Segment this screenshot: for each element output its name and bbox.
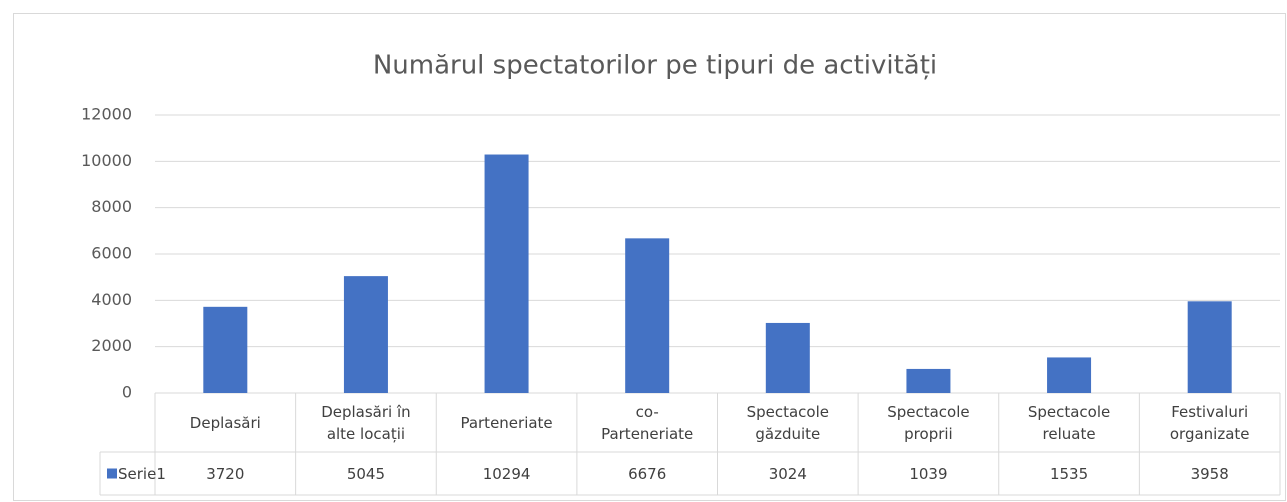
category-label: co-Parteneriate [601,402,694,443]
y-tick-label: 6000 [91,244,132,263]
category-label: Deplasări [189,413,261,432]
bar [203,306,248,393]
category-label: Deplasări în alte locații [321,402,411,443]
data-table-value: 1039 [909,464,948,483]
y-tick-label: 8000 [91,197,132,216]
category-label: Spectacole reluate [1027,402,1111,443]
bar [906,368,951,393]
data-table-value: 10294 [482,464,531,483]
y-tick-label: 12000 [81,105,132,124]
category-label: Spectacole găzduite [746,402,830,443]
y-tick-label: 0 [122,383,132,402]
data-table-value: 3720 [206,464,245,483]
bar [625,238,670,393]
chart-title: Numărul spectatorilor pe tipuri de activ… [373,51,937,81]
bar [765,322,810,393]
bar [1047,357,1092,393]
y-tick-label: 4000 [91,290,132,309]
y-tick-label: 2000 [91,336,132,355]
bar [343,276,388,393]
y-tick-label: 10000 [81,151,132,170]
data-table-value: 6676 [628,464,667,483]
legend-label: Serie1 [118,464,166,483]
category-label: Spectacole proprii [887,402,970,443]
data-table-value: 3024 [768,464,807,483]
data-table-value: 1535 [1049,464,1089,483]
bar [484,154,529,393]
data-table-value: 5045 [346,464,386,483]
category-label: Parteneriate [460,413,553,432]
data-table-value: 3958 [1190,464,1229,483]
bar [1187,301,1232,393]
legend-key [107,468,117,479]
category-label: Festivaluri organizate [1169,402,1250,443]
